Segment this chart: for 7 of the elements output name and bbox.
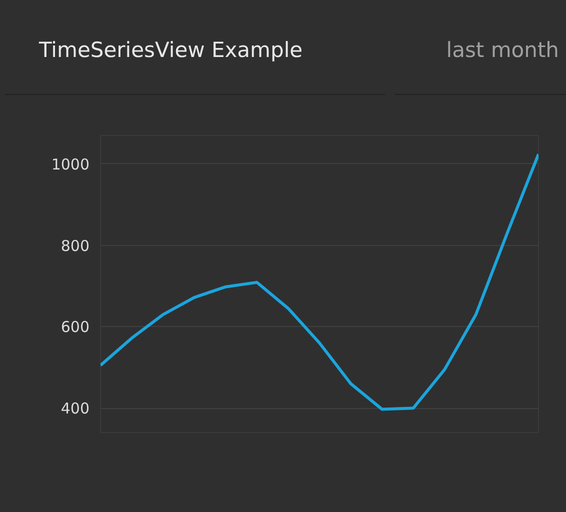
chart-title: TimeSeriesView Example	[39, 37, 303, 64]
y-tick-label: 400	[60, 400, 90, 418]
y-tick-label: 1000	[51, 155, 90, 174]
line-series	[100, 152, 538, 411]
chart-subtitle: last month	[446, 37, 559, 64]
y-tick-label: 600	[60, 318, 90, 336]
y-tick-label: 800	[60, 236, 90, 255]
